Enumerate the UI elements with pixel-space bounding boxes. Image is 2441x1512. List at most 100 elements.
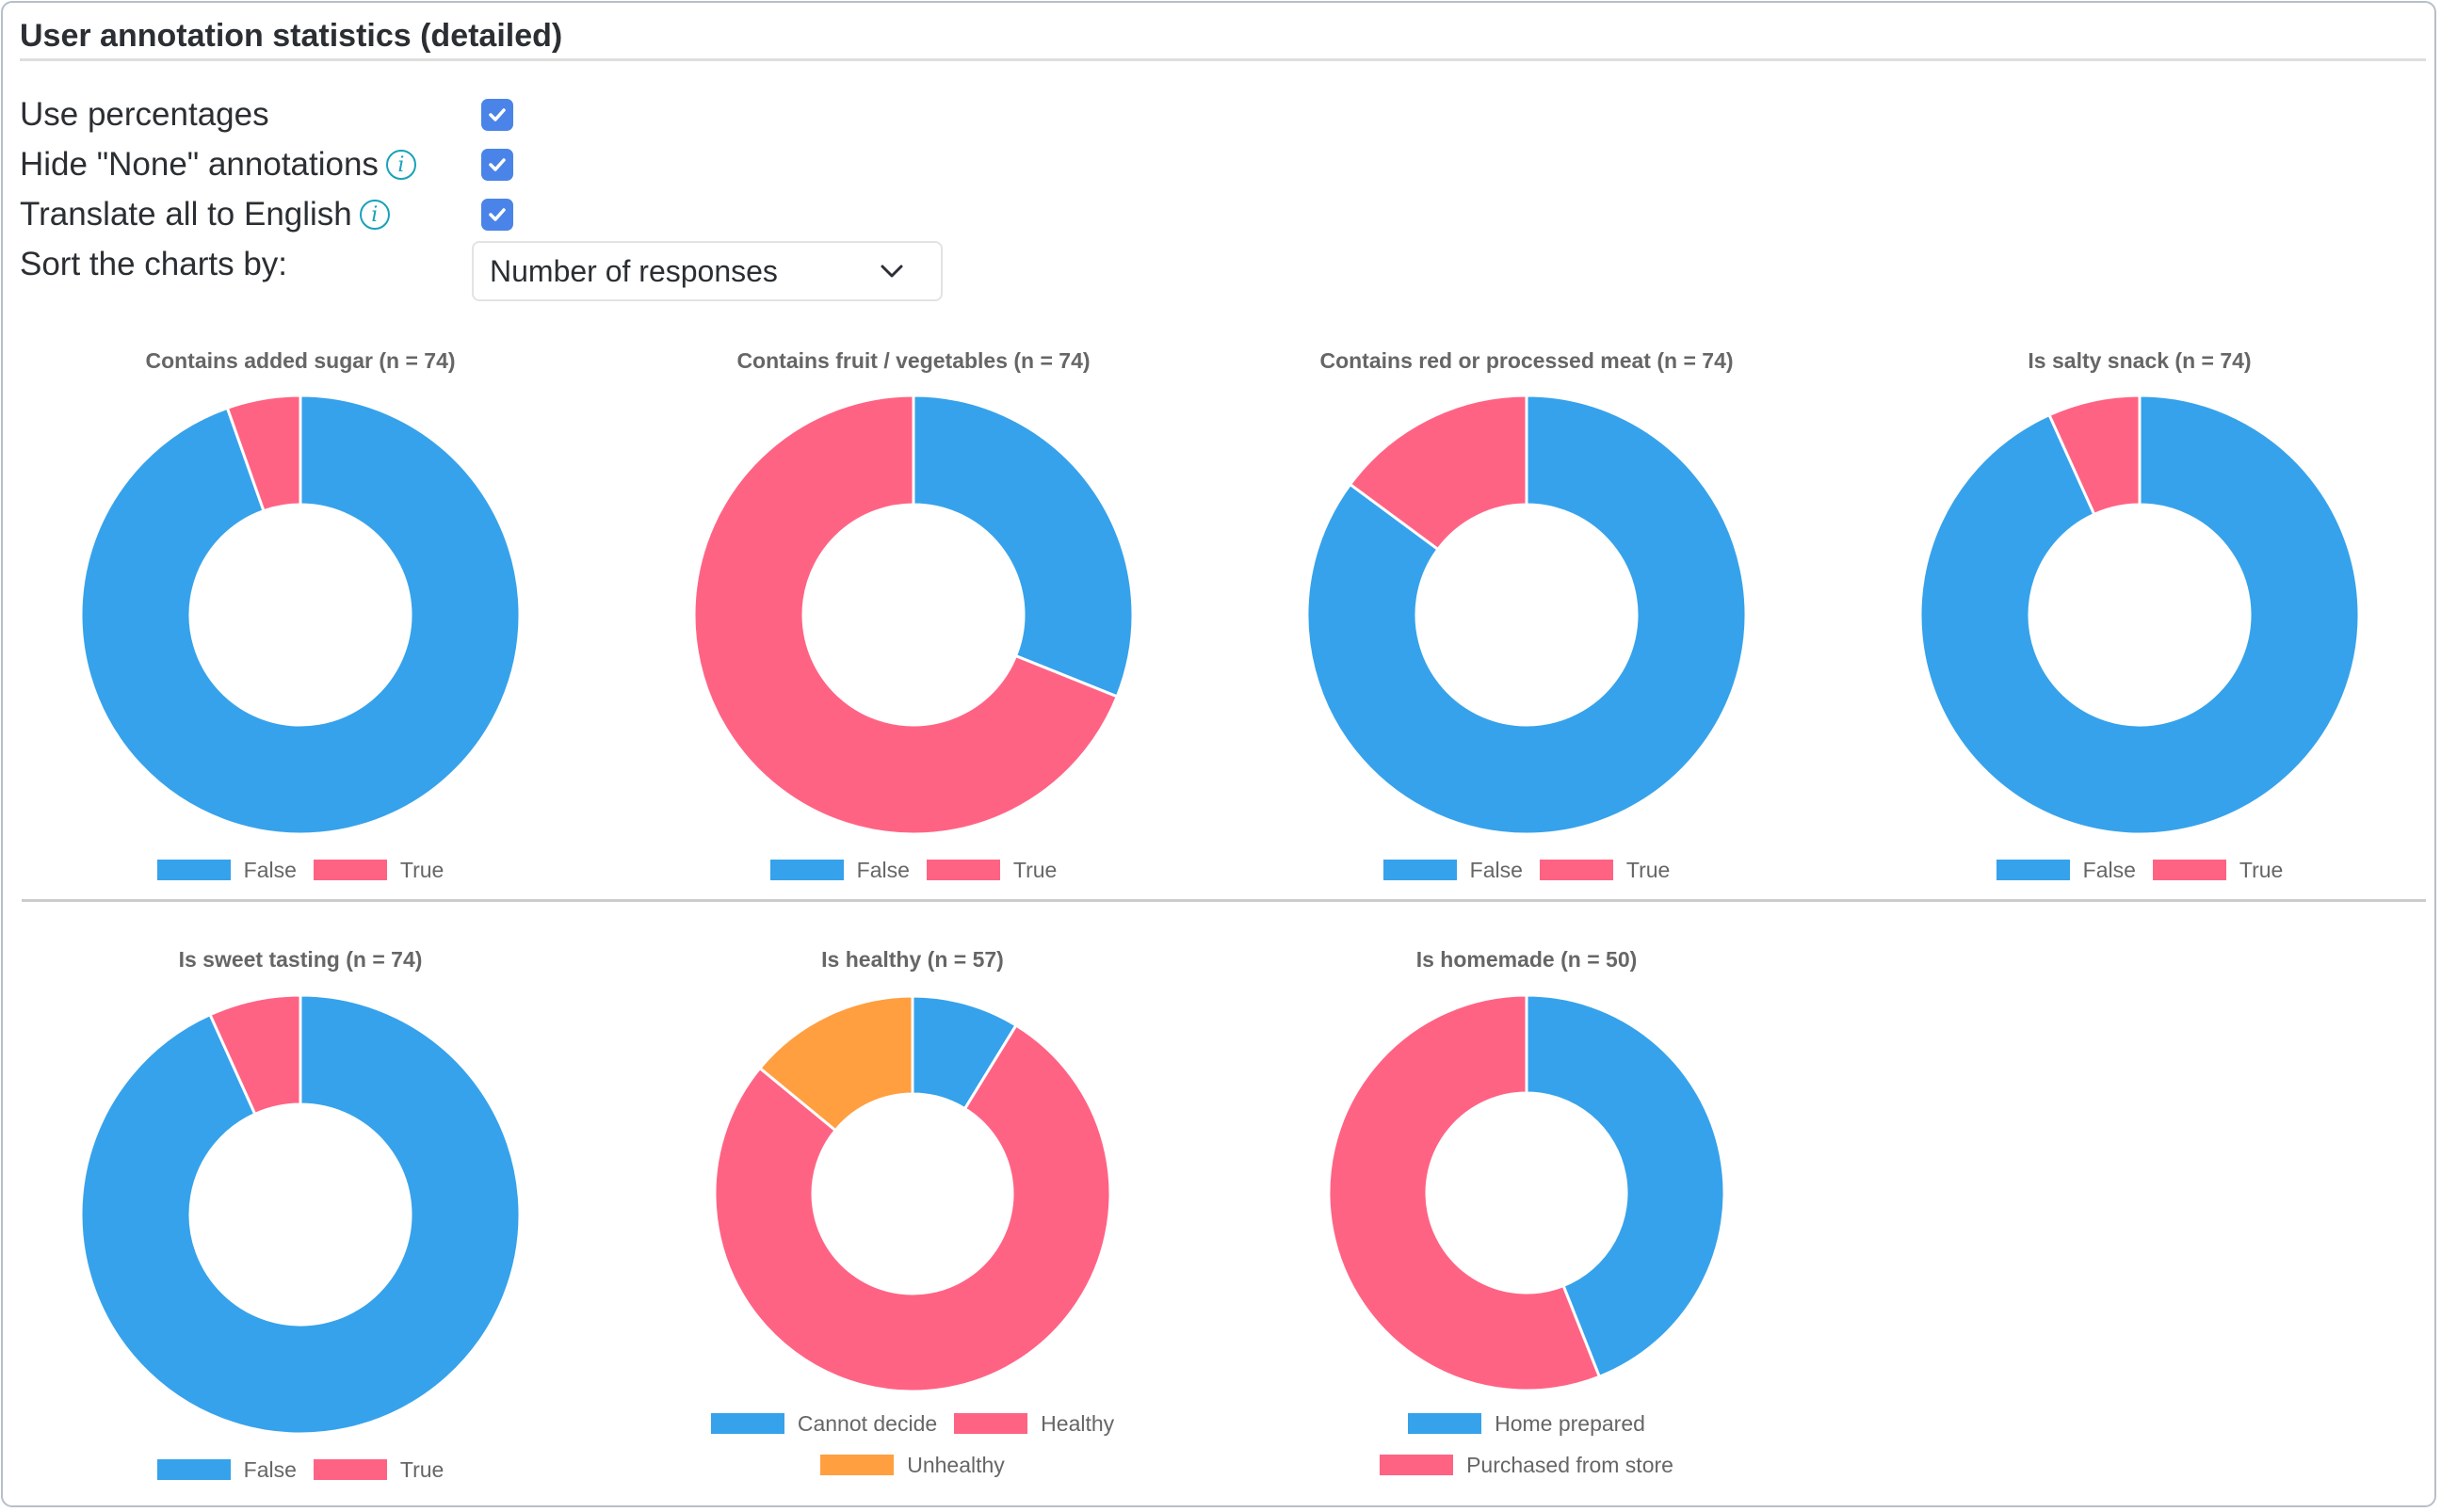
legend-label: Healthy xyxy=(1041,1410,1115,1436)
legend-item[interactable]: True xyxy=(2152,849,2284,891)
legend-swatch xyxy=(1380,1455,1454,1475)
legend-label: False xyxy=(243,857,297,882)
chart-legend: Home prepared Purchased from store xyxy=(1357,1403,1696,1486)
legend-swatch xyxy=(313,1459,387,1480)
slice-purchased-from-store[interactable] xyxy=(1327,993,1602,1392)
legend-swatch xyxy=(769,860,844,880)
legend-swatch xyxy=(820,1455,895,1475)
check-icon xyxy=(489,208,506,221)
chart-legend: False True xyxy=(1338,849,1715,891)
slice-true[interactable] xyxy=(2047,394,2142,517)
chart-legend: False True xyxy=(1951,849,2328,891)
chart-legend: False True xyxy=(112,1449,489,1490)
legend-item[interactable]: Home prepared xyxy=(1408,1403,1645,1444)
chart-title: Is salty snack (n = 74) xyxy=(2028,348,2252,373)
option-use-percentages: Use percentages xyxy=(20,94,269,136)
legend-item[interactable]: True xyxy=(926,849,1058,891)
chart-legend: Cannot decide Healthy Unhealthy xyxy=(668,1403,1157,1486)
legend-item[interactable]: True xyxy=(313,1449,445,1490)
donut-chart-6 xyxy=(1327,993,1726,1392)
option-label: Use percentages xyxy=(20,96,269,133)
donut-chart-4 xyxy=(79,993,522,1436)
legend-label: Unhealthy xyxy=(907,1452,1005,1477)
slice-true[interactable] xyxy=(225,394,302,513)
legend-swatch xyxy=(954,1413,1028,1434)
legend-item[interactable]: Healthy xyxy=(954,1403,1114,1444)
slice-false[interactable] xyxy=(912,394,1135,699)
legend-item[interactable]: False xyxy=(156,1449,297,1490)
info-icon[interactable]: i xyxy=(359,200,390,230)
hide-none-checkbox[interactable] xyxy=(481,149,513,181)
donut-chart-0 xyxy=(79,394,522,836)
chart-title: Contains added sugar (n = 74) xyxy=(145,348,456,373)
option-label: Translate all to English xyxy=(20,196,352,233)
legend-label: Cannot decide xyxy=(797,1410,938,1436)
option-hide-none: Hide "None" annotations i xyxy=(20,144,416,185)
page-title: User annotation statistics (detailed) xyxy=(20,18,563,54)
legend-item[interactable]: True xyxy=(1539,849,1671,891)
use-percentages-checkbox[interactable] xyxy=(481,99,513,131)
chart-title: Contains red or processed meat (n = 74) xyxy=(1319,348,1734,373)
chart-title: Is homemade (n = 50) xyxy=(1415,947,1638,972)
translate-checkbox[interactable] xyxy=(481,199,513,231)
legend-label: False xyxy=(243,1456,297,1482)
slice-false[interactable] xyxy=(1305,394,1748,836)
legend-item[interactable]: Unhealthy xyxy=(820,1444,1005,1486)
legend-swatch xyxy=(2152,860,2226,880)
chart-title: Is sweet tasting (n = 74) xyxy=(178,947,423,972)
legend-label: False xyxy=(2082,857,2136,882)
chart-title: Is healthy (n = 57) xyxy=(821,947,1004,972)
chart-title: Contains fruit / vegetables (n = 74) xyxy=(736,348,1091,373)
legend-item[interactable]: False xyxy=(1382,849,1523,891)
legend-swatch xyxy=(313,860,387,880)
legend-label: True xyxy=(399,1456,445,1482)
slice-true[interactable] xyxy=(1348,394,1528,552)
legend-label: True xyxy=(2239,857,2284,882)
row-divider xyxy=(22,899,2426,902)
check-icon xyxy=(489,158,506,171)
sort-selected-value: Number of responses xyxy=(490,253,778,288)
legend-item[interactable]: False xyxy=(1996,849,2136,891)
legend-label: Home prepared xyxy=(1495,1410,1645,1436)
legend-label: True xyxy=(1012,857,1058,882)
slice-true[interactable] xyxy=(208,993,302,1117)
check-icon xyxy=(489,108,506,121)
donut-chart-3 xyxy=(1918,394,2361,836)
legend-swatch xyxy=(1996,860,2070,880)
chevron-down-icon xyxy=(881,265,903,278)
slice-false[interactable] xyxy=(79,394,522,836)
donut-chart-1 xyxy=(692,394,1135,836)
legend-item[interactable]: Cannot decide xyxy=(710,1403,938,1444)
chart-legend: False True xyxy=(725,849,1102,891)
slice-true[interactable] xyxy=(692,394,1120,836)
legend-swatch xyxy=(156,1459,231,1480)
legend-swatch xyxy=(710,1413,784,1434)
title-divider xyxy=(20,58,2426,61)
legend-swatch xyxy=(1408,1413,1482,1434)
donut-chart-5 xyxy=(713,994,1112,1393)
sort-select[interactable]: Number of responses xyxy=(472,241,943,301)
info-icon[interactable]: i xyxy=(385,150,416,180)
slice-false[interactable] xyxy=(1918,394,2361,836)
donut-chart-2 xyxy=(1305,394,1748,836)
legend-swatch xyxy=(926,860,1000,880)
slice-unhealthy[interactable] xyxy=(757,994,914,1133)
legend-label: False xyxy=(856,857,910,882)
legend-label: Purchased from store xyxy=(1466,1452,1673,1477)
option-translate: Translate all to English i xyxy=(20,194,390,235)
slice-healthy[interactable] xyxy=(713,1023,1112,1393)
legend-item[interactable]: Purchased from store xyxy=(1380,1444,1673,1486)
legend-label: True xyxy=(399,857,445,882)
chart-legend: False True xyxy=(112,849,489,891)
legend-swatch xyxy=(1382,860,1457,880)
legend-swatch xyxy=(156,860,231,880)
legend-label: True xyxy=(1625,857,1671,882)
slice-false[interactable] xyxy=(79,993,522,1436)
slice-home-prepared[interactable] xyxy=(1525,993,1726,1379)
legend-item[interactable]: False xyxy=(769,849,910,891)
legend-swatch xyxy=(1539,860,1613,880)
legend-label: False xyxy=(1469,857,1523,882)
legend-item[interactable]: False xyxy=(156,849,297,891)
legend-item[interactable]: True xyxy=(313,849,445,891)
